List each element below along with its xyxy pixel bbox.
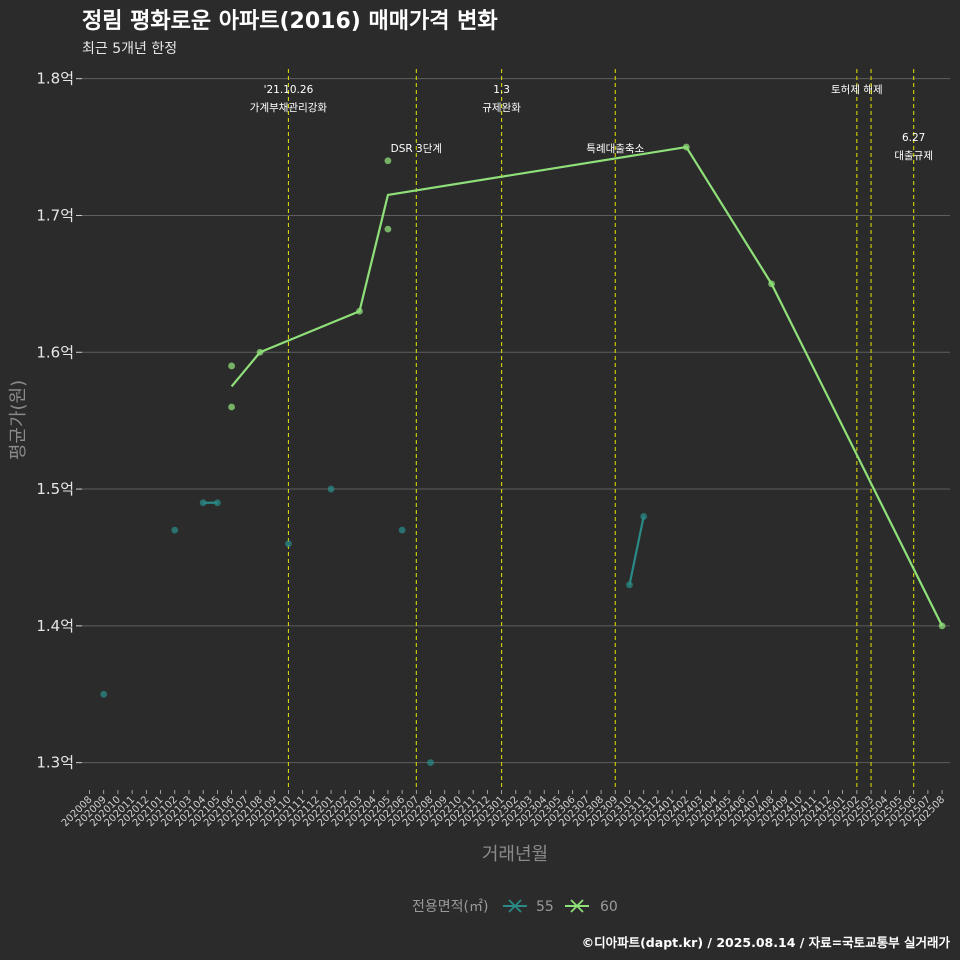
- y-tick-label: 1.6억: [36, 343, 74, 361]
- event-label: 규제완화: [482, 101, 521, 114]
- data-point-55: [427, 759, 434, 767]
- series-points: [100, 143, 946, 767]
- series-lines: [203, 145, 944, 627]
- data-point-60: [228, 362, 236, 370]
- source-caption: ©디아파트(dapt.kr) / 2025.08.14 / 자료=국토교통부 실…: [582, 935, 951, 950]
- y-tick-label: 1.7억: [36, 206, 74, 224]
- event-label: 1.3: [493, 84, 510, 96]
- data-point-60: [938, 622, 946, 630]
- data-point-55: [171, 526, 179, 534]
- event-label: 가계부채관리강화: [250, 102, 328, 114]
- data-point-55: [213, 499, 221, 507]
- event-label: 토허제 해제: [831, 83, 883, 96]
- data-point-60: [768, 280, 775, 288]
- y-gridlines: [76, 78, 950, 764]
- legend-title: 전용면적(㎡): [412, 899, 488, 915]
- series-line-55: [628, 516, 645, 586]
- data-point-60: [256, 348, 264, 356]
- data-point-55: [640, 513, 648, 520]
- event-label: DSR 3단계: [391, 143, 442, 155]
- y-tick-label: 1.5억: [36, 480, 74, 498]
- legend-key-60: [565, 899, 589, 913]
- data-point-60: [384, 157, 392, 165]
- event-label: 특례대출축소: [586, 143, 644, 155]
- chart-title: 정림 평화로운 아파트(2016) 매매가격 변화: [82, 9, 498, 34]
- data-point-60: [682, 143, 690, 151]
- data-point-60: [384, 225, 392, 233]
- event-label: '21.10.26: [264, 84, 314, 96]
- legend-label-60: 60: [600, 899, 618, 915]
- series-line-60: [230, 145, 944, 627]
- y-tick-label: 1.4억: [36, 617, 74, 635]
- y-axis-ticks: 1.3억 1.4억 1.5억 1.6억 1.7억 1.8억: [36, 70, 74, 772]
- data-point-55: [285, 540, 292, 548]
- data-point-60: [356, 307, 363, 315]
- x-axis-ticks: 2020082020092020102020112020122021012021…: [60, 790, 947, 829]
- data-point-60: [228, 403, 236, 411]
- y-tick-label: 1.8억: [36, 70, 74, 88]
- y-tick-label: 1.3억: [36, 754, 74, 772]
- legend-key-55: [503, 899, 527, 913]
- legend: 전용면적(㎡) 55 60: [412, 899, 618, 915]
- event-label: 대출규제: [894, 150, 933, 162]
- x-axis-label: 거래년월: [482, 844, 548, 865]
- data-point-55: [327, 485, 335, 493]
- legend-label-55: 55: [536, 899, 554, 915]
- event-label: 6.27: [902, 132, 925, 144]
- y-axis-label: 평균가(원): [8, 380, 29, 460]
- chart-subtitle: 최근 5개년 한정: [82, 41, 177, 57]
- data-point-55: [626, 581, 633, 589]
- data-point-55: [199, 499, 207, 507]
- data-point-55: [398, 526, 406, 534]
- data-point-55: [100, 690, 108, 698]
